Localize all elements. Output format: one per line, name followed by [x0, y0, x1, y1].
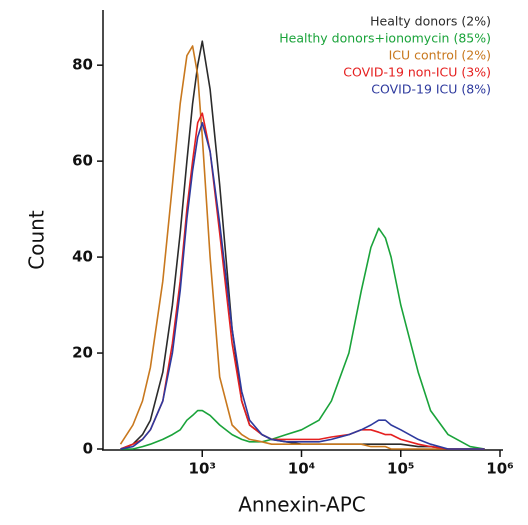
legend-entry: Healthy donors+ionomycin (85%) — [279, 31, 491, 46]
y-tick-label: 40 — [72, 248, 93, 266]
y-tick-label: 60 — [72, 152, 93, 170]
series-line — [119, 45, 485, 450]
legend-entry: Healty donors (2%) — [370, 14, 491, 29]
x-axis-title: Annexin-APC — [238, 493, 366, 517]
series-line — [120, 40, 485, 450]
x-tick-label: 10⁵ — [387, 460, 414, 478]
legend-entry: ICU control (2%) — [389, 48, 491, 63]
y-axis-title: Count — [25, 210, 49, 270]
series-line — [120, 121, 485, 450]
series-line — [120, 227, 485, 450]
y-tick-label: 20 — [72, 344, 93, 362]
x-tick-label: 10⁶ — [486, 460, 513, 478]
legend-entry: COVID-19 ICU (8%) — [371, 82, 491, 97]
y-tick-label: 0 — [83, 440, 93, 458]
x-tick-label: 10³ — [189, 460, 216, 478]
legend-entry: COVID-19 non-ICU (3%) — [343, 65, 491, 80]
y-tick-label: 80 — [72, 56, 93, 74]
x-tick-label: 10⁴ — [288, 460, 315, 478]
